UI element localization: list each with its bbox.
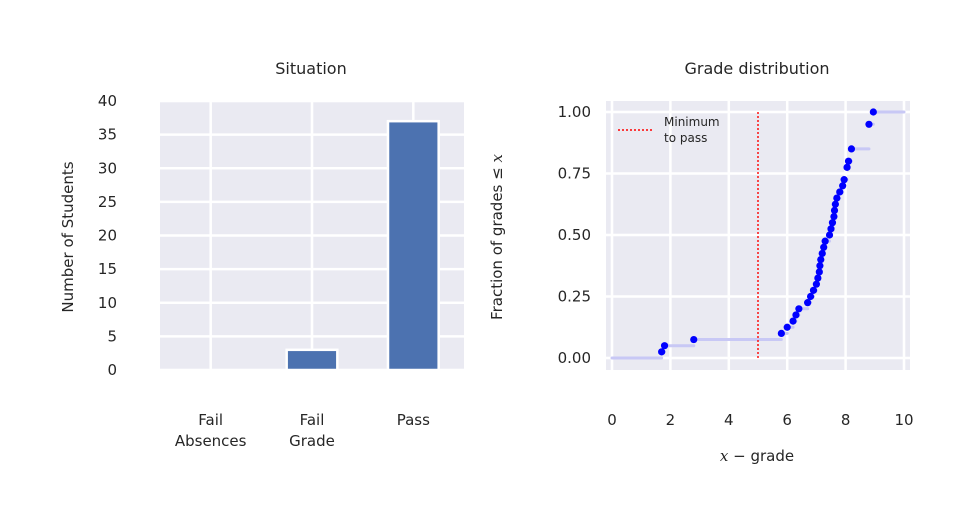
grade-point [812, 280, 821, 288]
grade-point [821, 237, 829, 245]
grade-point [795, 305, 803, 313]
grade-x-axis-text: − grade [728, 447, 794, 465]
grade-point [690, 335, 698, 344]
grade-x-tick-label: 2 [666, 411, 676, 429]
grade-y-tick-label: 0.50 [558, 226, 591, 244]
grade-y-tick-label: 1.00 [558, 103, 591, 121]
grade-point [806, 292, 815, 301]
grade-x-tick-label: 6 [782, 411, 792, 429]
grade-point [777, 329, 785, 337]
situation-y-tick-label: 40 [98, 92, 117, 110]
grade-x-tick-label: 0 [607, 411, 617, 429]
situation-y-ticks: 0 5 10 15 20 25 30 35 40 [98, 92, 117, 379]
legend-label-line1: Minimum [664, 115, 720, 129]
situation-y-tick-label: 0 [107, 361, 117, 379]
grade-point [831, 200, 839, 208]
grade-point [839, 182, 847, 190]
grade-distribution-title: Grade distribution [684, 59, 829, 78]
grade-point [844, 157, 853, 165]
grade-point [817, 256, 825, 264]
grade-y-axis-label: Fraction of grades ≤ x [488, 154, 506, 320]
grade-grid [606, 101, 910, 370]
grade-point [814, 274, 822, 282]
grade-distribution-panel: 0.00 0.25 0.50 0.75 1.00 0 2 4 6 8 10 Grade distr… [488, 59, 914, 465]
situation-grid [160, 99, 464, 372]
grade-point [804, 299, 812, 307]
grade-x-tick-label: 10 [894, 411, 913, 429]
situation-title: Situation [275, 59, 346, 78]
situation-panel: 0 5 10 15 20 25 30 35 40 Fail Absences Fail Grade Pa… [59, 59, 464, 450]
grade-point [869, 108, 877, 116]
situation-y-tick-label: 10 [98, 294, 117, 312]
situation-x-ticks: Fail Absences Fail Grade Pass [175, 411, 430, 450]
grade-point [830, 206, 839, 214]
grade-point [816, 262, 824, 270]
grade-point [843, 163, 851, 171]
grade-point [658, 348, 666, 356]
situation-x-tick-label: Grade [289, 432, 335, 450]
grade-point [840, 176, 848, 184]
grade-point [847, 145, 856, 153]
grade-point [660, 342, 669, 350]
situation-x-tick-label: Fail [300, 411, 325, 429]
situation-y-tick-label: 25 [98, 193, 117, 211]
grade-point [827, 225, 835, 233]
grade-point [865, 120, 873, 128]
situation-y-tick-label: 30 [98, 159, 117, 177]
situation-y-axis-label: Number of Students [59, 161, 77, 312]
bar-fail-grade [285, 348, 339, 372]
situation-x-tick-label: Fail [198, 411, 223, 429]
grade-y-axis-math: x [488, 154, 506, 163]
grade-x-tick-label: 8 [841, 411, 851, 429]
situation-y-tick-label: 15 [98, 260, 117, 278]
grade-point [789, 317, 797, 325]
legend-label-line2: to pass [664, 131, 707, 145]
grade-y-tick-label: 0.00 [558, 349, 591, 367]
grade-y-axis-text: Fraction of grades ≤ [488, 163, 506, 320]
grade-y-ticks: 0.00 0.25 0.50 0.75 1.00 [558, 103, 591, 367]
situation-bars [285, 119, 440, 372]
grade-point [809, 286, 818, 294]
grade-point [815, 268, 823, 276]
grade-point [792, 311, 800, 319]
grade-x-ticks: 0 2 4 6 8 10 [607, 411, 913, 429]
grade-x-axis-math: x [720, 447, 729, 465]
grade-point [825, 231, 834, 239]
grade-x-axis-label: x − grade [720, 447, 794, 465]
grade-point [818, 249, 826, 258]
situation-x-tick-label: Pass [397, 411, 430, 429]
situation-y-tick-label: 20 [98, 227, 117, 245]
situation-y-tick-label: 35 [98, 126, 117, 144]
grade-y-tick-label: 0.75 [558, 165, 591, 183]
grade-point [820, 243, 828, 251]
grade-point [830, 212, 838, 221]
grade-points [658, 108, 877, 356]
bar-pass [386, 119, 440, 372]
grade-legend: Minimum to pass [618, 115, 720, 145]
grade-point [833, 194, 841, 202]
situation-y-tick-label: 5 [107, 327, 117, 345]
grade-point [783, 323, 791, 331]
grade-point [828, 219, 837, 227]
grade-point [836, 188, 844, 196]
grade-y-tick-label: 0.25 [558, 288, 591, 306]
grade-x-tick-label: 4 [724, 411, 734, 429]
situation-x-tick-label: Absences [175, 432, 247, 450]
